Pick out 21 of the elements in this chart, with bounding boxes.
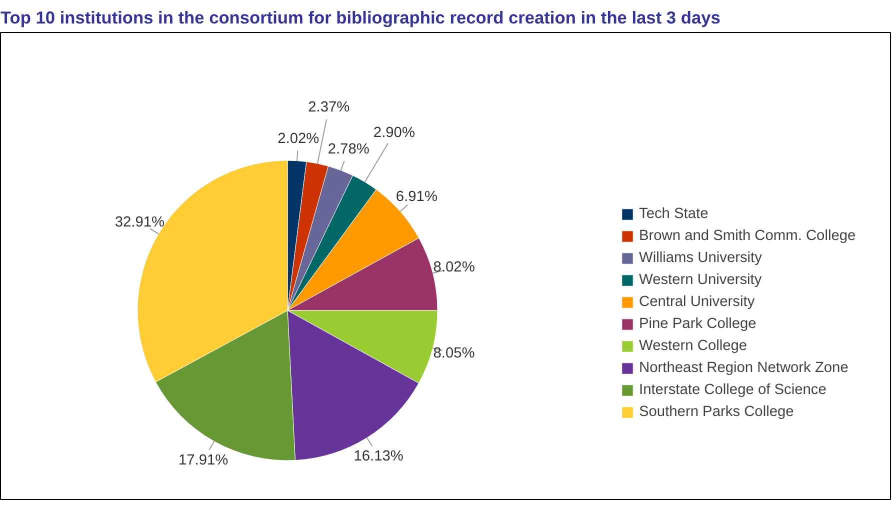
data-label: 2.90% — [373, 125, 415, 142]
data-label: 8.05% — [433, 346, 475, 362]
data-label: 6.91% — [396, 188, 438, 205]
legend-label: Brown and Smith Comm. College — [639, 228, 856, 244]
legend-label: Western College — [639, 338, 748, 354]
legend-label: Central University — [639, 294, 755, 310]
data-label: 2.78% — [328, 142, 370, 158]
data-label: 2.37% — [308, 100, 350, 116]
legend-label: Tech State — [639, 206, 708, 222]
legend-label: Northeast Region Network Zone — [639, 360, 848, 376]
chart-title: Top 10 institutions in the consortium for bibliographic record creation in the last 3 days — [0, 8, 720, 28]
legend-label: Western University — [639, 272, 762, 288]
legend-label: Interstate College of Science — [639, 382, 826, 398]
legend-label: Williams University — [639, 250, 762, 266]
legend-label: Southern Parks College — [639, 404, 794, 420]
data-label: 32.91% — [114, 214, 165, 231]
data-label: 16.13% — [354, 448, 404, 464]
data-label: 17.91% — [178, 452, 228, 469]
data-label: 8.02% — [433, 260, 475, 276]
data-label: 2.02% — [278, 130, 320, 147]
legend-label: Pine Park College — [639, 316, 756, 332]
